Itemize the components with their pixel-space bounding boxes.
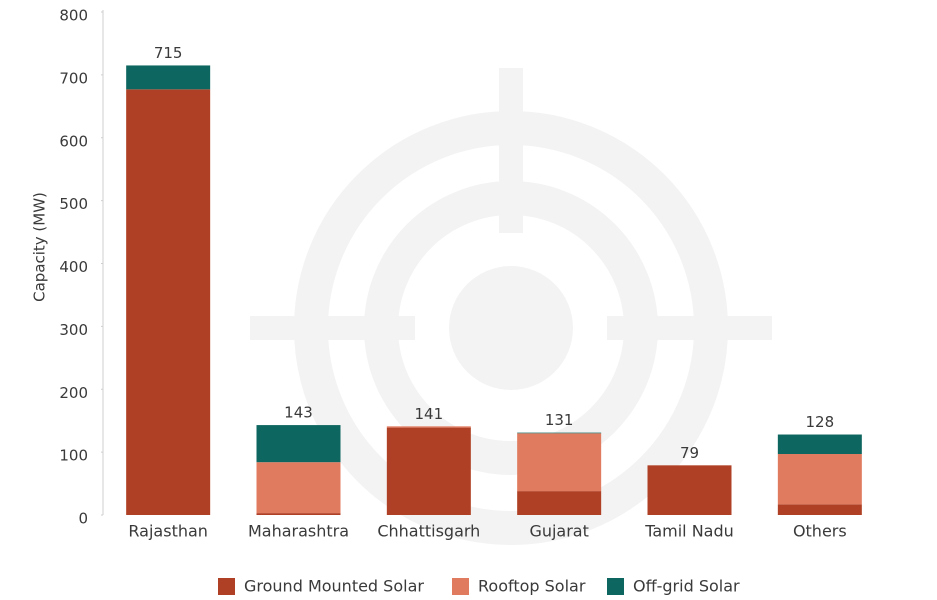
bar-segment [126, 89, 211, 516]
y-tick-label: 400 [59, 258, 88, 276]
y-tick-label: 100 [59, 447, 88, 465]
y-tick-label: 800 [59, 7, 88, 25]
bar-segment [517, 433, 602, 492]
legend-label: Ground Mounted Solar [244, 577, 424, 596]
legend-label: Rooftop Solar [478, 577, 586, 596]
x-tick-label: Tamil Nadu [644, 522, 734, 541]
total-label: 79 [680, 444, 699, 462]
bar-segment [256, 425, 341, 463]
x-tick-label: Chhattisgarh [377, 522, 480, 541]
watermark-core [250, 68, 772, 390]
y-axis-label: Capacity (MW) [31, 192, 49, 302]
total-label: 128 [806, 413, 835, 431]
y-tick-label: 200 [59, 384, 88, 402]
total-label: 131 [545, 411, 574, 429]
y-tick-label: 0 [78, 510, 88, 528]
y-tick-label: 300 [59, 321, 88, 339]
x-tick-label: Gujarat [529, 522, 588, 541]
y-tick-label: 500 [59, 195, 88, 213]
bar-segment [126, 65, 211, 90]
legend-swatch [607, 578, 624, 595]
bar-segment [386, 426, 471, 428]
legend-swatch [218, 578, 235, 595]
bar-segment [256, 462, 341, 514]
bar-segment [777, 454, 862, 505]
y-tick-label: 600 [59, 132, 88, 150]
y-tick-label: 700 [59, 69, 88, 87]
bar-segment [517, 432, 602, 434]
total-label: 141 [415, 405, 444, 423]
bar-segment [647, 465, 732, 515]
bar-segment [256, 513, 341, 515]
x-tick-label: Others [793, 522, 847, 541]
x-tick-label: Rajasthan [128, 522, 208, 541]
total-label: 715 [154, 44, 183, 62]
bar-segment [386, 427, 471, 515]
legend-swatch [452, 578, 469, 595]
bar-segment [777, 434, 862, 455]
x-tick-label: Maharashtra [248, 522, 349, 541]
bar-segment [777, 504, 862, 515]
legend-label: Off-grid Solar [633, 577, 740, 596]
bar-segment [517, 491, 602, 515]
total-label: 143 [284, 404, 313, 422]
